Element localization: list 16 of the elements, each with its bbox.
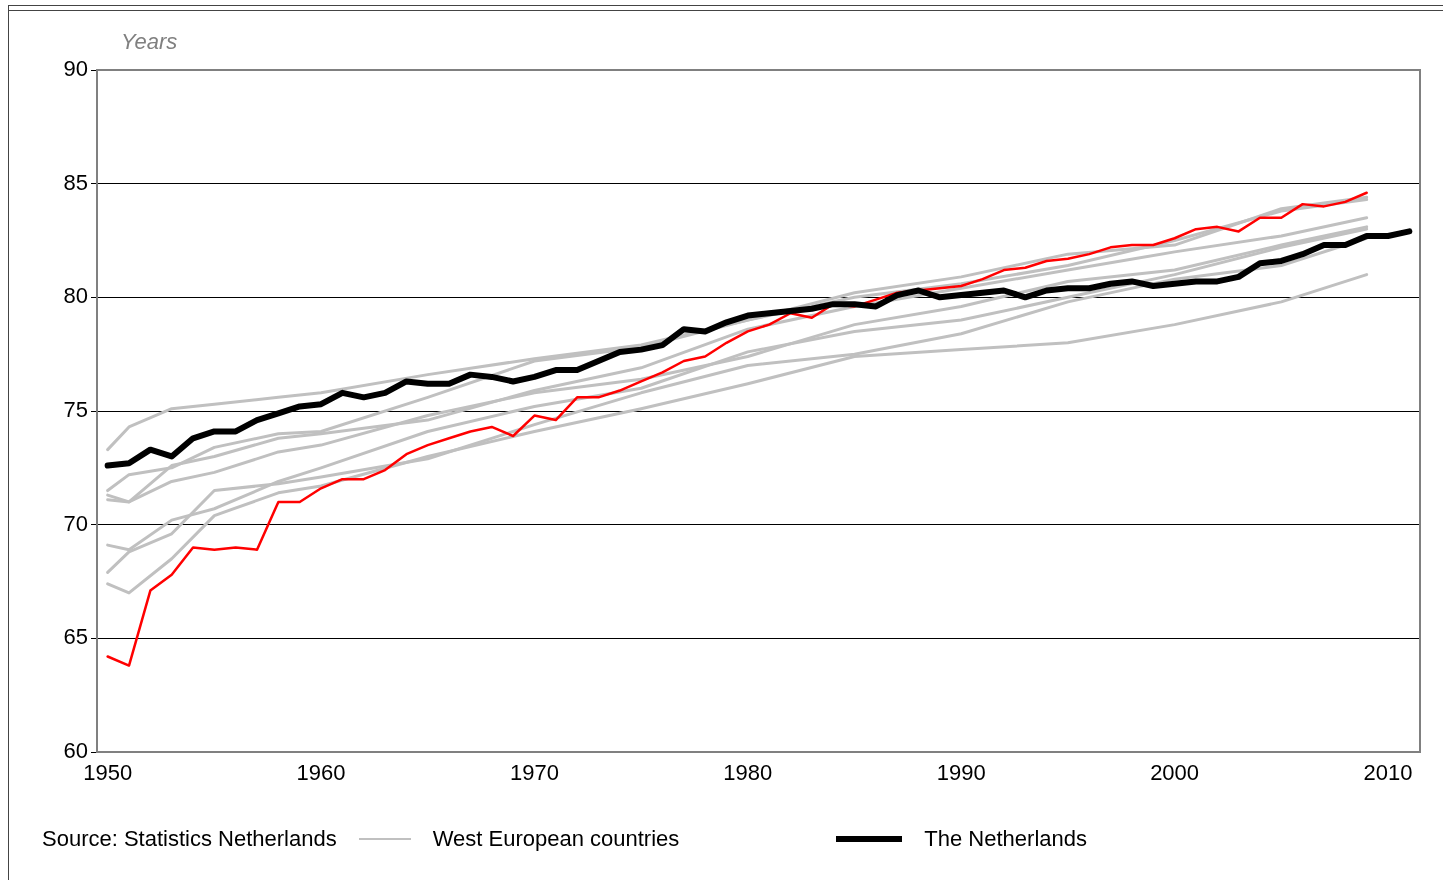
legend-label: West European countries [432,826,680,852]
y-tick-label: 90 [63,56,88,82]
y-tick-label: 65 [63,624,88,650]
y-tick-label: 80 [63,283,88,309]
y-axis-title: Years [121,29,178,55]
y-tick-label: 75 [63,397,88,423]
legend-label: The Netherlands [924,826,1087,852]
source-note: Source: Statistics Netherlands [42,826,337,852]
y-tick-label: 70 [63,510,88,536]
y-tick-label: 85 [63,169,88,195]
x-tick-label: 1980 [723,760,773,786]
x-tick-label: 1990 [936,760,986,786]
x-tick-label: 1970 [509,760,559,786]
x-tick-label: 2000 [1150,760,1200,786]
x-tick-label: 1960 [296,760,346,786]
x-tick-label: 2010 [1363,760,1413,786]
